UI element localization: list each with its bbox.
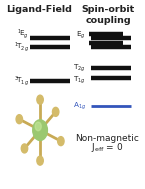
- Text: $^3\!$T$_{1g}$: $^3\!$T$_{1g}$: [14, 74, 29, 88]
- Text: Non-magnetic: Non-magnetic: [75, 134, 139, 143]
- Circle shape: [16, 115, 22, 124]
- Text: $^1\!$T$_{2g}$: $^1\!$T$_{2g}$: [14, 41, 29, 54]
- Text: J$_{\rm eff}$ = 0: J$_{\rm eff}$ = 0: [91, 142, 123, 154]
- Circle shape: [35, 122, 41, 131]
- Circle shape: [21, 144, 28, 153]
- Text: Spin-orbit
coupling: Spin-orbit coupling: [81, 5, 135, 26]
- Text: E$_g$: E$_g$: [76, 29, 86, 41]
- Circle shape: [37, 95, 43, 104]
- Circle shape: [58, 137, 64, 146]
- Text: A$_{1g}$: A$_{1g}$: [73, 100, 86, 112]
- Text: T$_{1g}$: T$_{1g}$: [73, 75, 86, 86]
- Circle shape: [52, 107, 59, 116]
- Circle shape: [33, 120, 47, 140]
- Text: T$_{2g}$: T$_{2g}$: [73, 63, 86, 74]
- Text: Ligand-Field: Ligand-Field: [6, 5, 72, 14]
- Circle shape: [37, 156, 43, 165]
- Text: $^1\!$E$_g$: $^1\!$E$_g$: [17, 27, 29, 41]
